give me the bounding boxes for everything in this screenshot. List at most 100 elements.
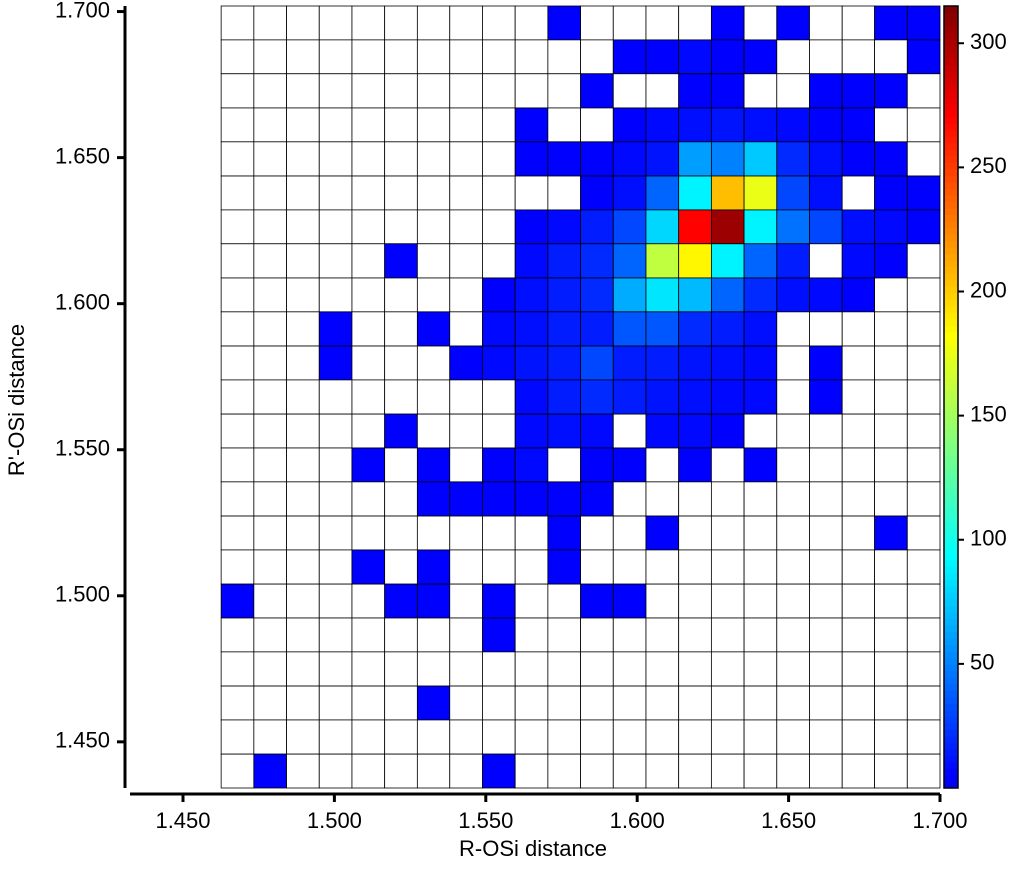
heatmap-cell: [286, 107, 320, 143]
heatmap-cell: [482, 413, 516, 449]
heatmap-cell: [645, 753, 680, 789]
heatmap-cell: [874, 107, 908, 143]
heatmap-cell: [514, 515, 549, 551]
heatmap-cell: [841, 39, 875, 75]
colorbar-segment: [944, 97, 958, 105]
heatmap-cell: [612, 549, 647, 585]
heatmap-cell: [612, 175, 647, 211]
colorbar-segment: [944, 403, 958, 411]
heatmap-cell: [514, 175, 549, 211]
colorbar-segment: [944, 58, 958, 66]
heatmap-cell: [776, 413, 810, 449]
heatmap-cell: [580, 345, 614, 381]
colorbar-segment: [944, 761, 958, 769]
heatmap-cell: [710, 277, 745, 313]
heatmap-cell: [678, 549, 712, 585]
heatmap-cell: [841, 175, 875, 211]
x-tick-label: 1.550: [458, 808, 513, 833]
heatmap-cell: [384, 175, 418, 211]
heatmap-cell: [416, 583, 451, 619]
heatmap-cell: [547, 549, 581, 585]
heatmap-cell: [612, 719, 647, 755]
heatmap-cell: [351, 277, 386, 313]
heatmap-cell: [547, 481, 581, 517]
heatmap-cell: [416, 209, 451, 245]
colorbar-segment: [944, 318, 958, 326]
heatmap-cell: [253, 447, 287, 483]
colorbar-segment: [944, 364, 958, 372]
heatmap-cell: [482, 515, 516, 551]
heatmap-cell: [351, 243, 386, 279]
heatmap-cell: [514, 277, 549, 313]
heatmap-cell: [841, 345, 875, 381]
colorbar-segment: [944, 149, 958, 157]
heatmap-cell: [547, 243, 581, 279]
heatmap-cell: [678, 583, 712, 619]
colorbar-segment: [944, 585, 958, 593]
colorbar-segment: [944, 292, 958, 300]
heatmap-cell: [874, 311, 908, 347]
heatmap-cell: [253, 719, 287, 755]
heatmap-cell: [286, 39, 320, 75]
heatmap-cell: [906, 481, 941, 517]
heatmap-cell: [220, 209, 255, 245]
heatmap-cell: [318, 651, 353, 687]
heatmap-cell: [253, 311, 287, 347]
heatmap-cell: [743, 175, 778, 211]
heatmap-cell: [547, 617, 581, 653]
heatmap-cell: [416, 39, 451, 75]
heatmap-cell: [384, 719, 418, 755]
heatmap-cell: [678, 515, 712, 551]
heatmap-cell: [580, 277, 614, 313]
heatmap-cell: [351, 39, 386, 75]
heatmap-cell: [253, 141, 287, 177]
heatmap-cell: [809, 73, 843, 109]
heatmap-cell: [743, 515, 778, 551]
heatmap-cell: [482, 311, 516, 347]
heatmap-cell: [874, 617, 908, 653]
heatmap-cell: [286, 685, 320, 721]
heatmap-cell: [318, 413, 353, 449]
heatmap-cell: [351, 345, 386, 381]
heatmap-cell: [776, 243, 810, 279]
heatmap-cell: [874, 209, 908, 245]
colorbar-segment: [944, 12, 958, 20]
heatmap-cell: [906, 243, 941, 279]
heatmap-cell: [318, 617, 353, 653]
heatmap-cell: [710, 617, 745, 653]
colorbar-segment: [944, 240, 958, 248]
heatmap-cell: [743, 5, 778, 41]
y-tick-label: 1.500: [55, 582, 110, 607]
colorbar-segment: [944, 410, 958, 418]
heatmap-cell: [710, 141, 745, 177]
heatmap-cell: [776, 583, 810, 619]
heatmap-cell: [318, 175, 353, 211]
heatmap-cell: [612, 5, 647, 41]
heatmap-cell: [645, 413, 680, 449]
heatmap-cell: [906, 413, 941, 449]
colorbar-segment: [944, 214, 958, 222]
heatmap-cell: [220, 379, 255, 415]
heatmap-cell: [743, 277, 778, 313]
colorbar-segment: [944, 305, 958, 313]
colorbar-segment: [944, 286, 958, 294]
heatmap-cell: [906, 5, 941, 41]
heatmap-cell: [253, 379, 287, 415]
heatmap-cell: [678, 209, 712, 245]
heatmap-cell: [220, 719, 255, 755]
x-tick-label: 1.500: [307, 808, 362, 833]
heatmap-cell: [220, 141, 255, 177]
heatmap-cell: [645, 345, 680, 381]
heatmap-cell: [678, 753, 712, 789]
colorbar-segment: [944, 442, 958, 450]
heatmap-cell: [253, 617, 287, 653]
heatmap-cell: [710, 379, 745, 415]
heatmap-cell: [514, 345, 549, 381]
heatmap-cell: [743, 549, 778, 585]
heatmap-cell: [809, 651, 843, 687]
colorbar-segment: [944, 546, 958, 554]
heatmap-cell: [874, 277, 908, 313]
heatmap-cell: [416, 651, 451, 687]
heatmap-cell: [906, 379, 941, 415]
colorbar-tick-label: 250: [970, 153, 1007, 178]
